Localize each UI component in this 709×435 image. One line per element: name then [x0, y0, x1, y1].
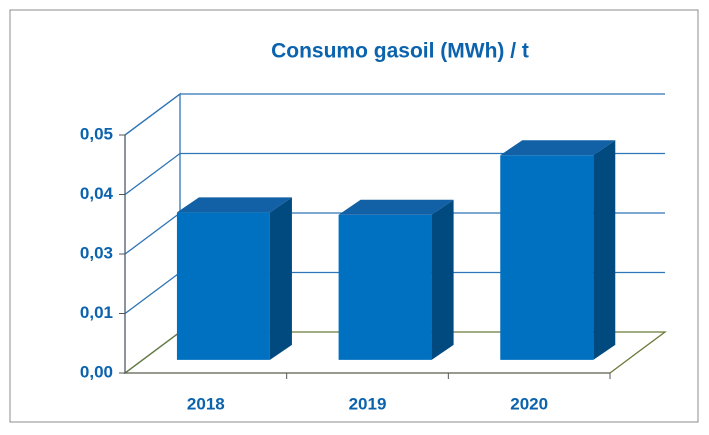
grid-line [124, 93, 665, 136]
x-tick-label: 2019 [349, 394, 387, 413]
bar-side [269, 197, 292, 360]
bar-front [500, 155, 594, 360]
bar-front [338, 214, 432, 360]
bar [176, 197, 292, 360]
bar-top [338, 199, 454, 215]
y-tick-label: 0,04 [80, 184, 114, 203]
chart-title: Consumo gasoil (MWh) / t [271, 40, 529, 63]
y-tick-label: 0,00 [80, 362, 113, 381]
bar-top [500, 140, 616, 156]
x-tick-label: 2018 [187, 394, 225, 413]
bar [500, 140, 616, 360]
bar-top [176, 197, 292, 213]
y-tick-label: 0,01 [80, 303, 113, 322]
y-tick-label: 0,05 [80, 124, 113, 143]
x-tick-label: 2020 [510, 394, 548, 413]
bar-side [593, 140, 616, 360]
y-tick-label: 0,03 [80, 243, 113, 262]
bar [338, 199, 454, 360]
bar-side [431, 199, 454, 360]
bar-front [176, 212, 270, 360]
